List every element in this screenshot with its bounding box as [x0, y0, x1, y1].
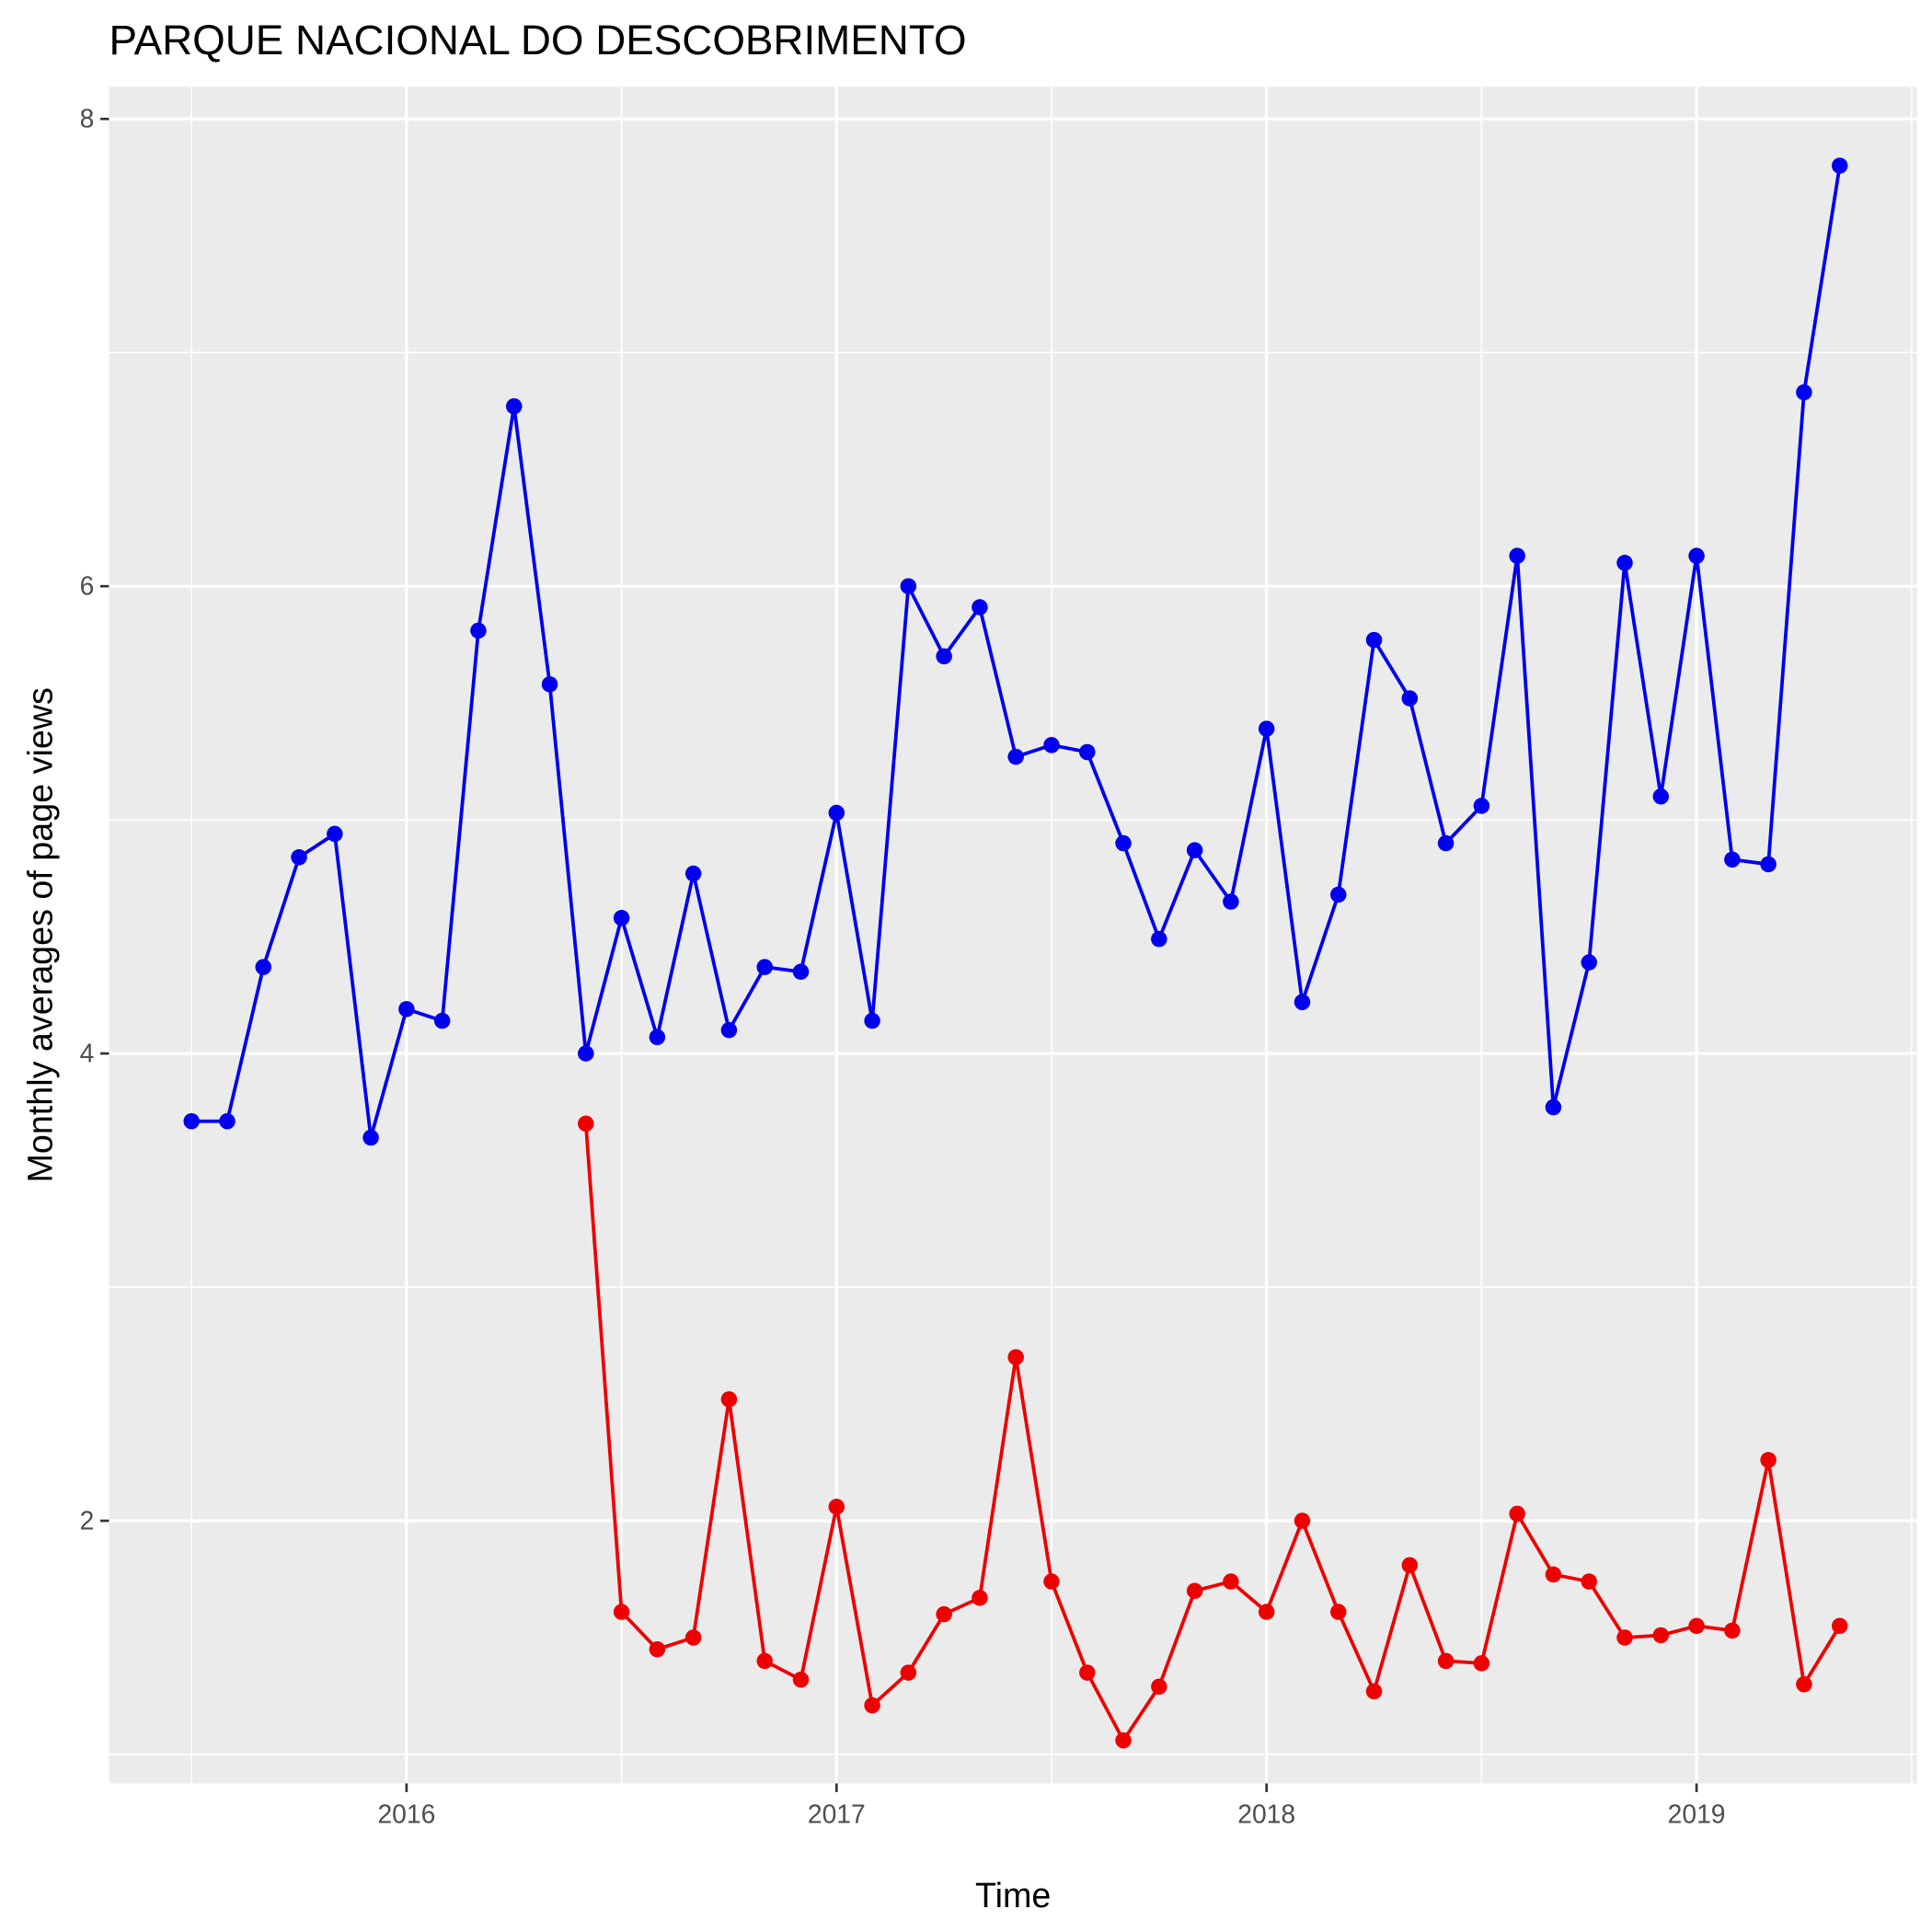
y-tick-label: 4 [80, 1039, 95, 1068]
data-point [756, 959, 773, 975]
data-point [1043, 1573, 1060, 1590]
data-point [684, 1629, 702, 1646]
data-point [1115, 834, 1132, 852]
data-point [1545, 1098, 1562, 1116]
data-point [828, 1499, 845, 1515]
data-point [255, 959, 272, 975]
data-point [1652, 1627, 1670, 1644]
data-point [649, 1029, 666, 1046]
data-point [864, 1012, 880, 1029]
data-point [1294, 1512, 1311, 1529]
data-point [1652, 788, 1670, 805]
data-point [1401, 690, 1419, 707]
data-point [578, 1115, 594, 1133]
chart-title: PARQUE NACIONAL DO DESCOBRIMENTO [109, 17, 966, 63]
data-point [291, 849, 307, 866]
plot-marks [183, 157, 1848, 1749]
panel-background [109, 86, 1917, 1784]
data-point [649, 1640, 666, 1658]
data-point [828, 804, 845, 822]
data-point [613, 1604, 630, 1620]
data-point [1329, 886, 1347, 903]
data-point [398, 1001, 415, 1018]
data-point [1258, 1604, 1275, 1620]
data-point [1151, 930, 1167, 948]
data-point [684, 865, 702, 882]
data-point [1796, 384, 1812, 401]
data-point [1473, 798, 1490, 814]
data-point [433, 1012, 451, 1029]
data-point [1688, 1617, 1705, 1635]
data-point [1616, 555, 1633, 571]
data-point [1796, 1676, 1812, 1693]
x-tick-label: 2016 [377, 1800, 435, 1829]
data-point [1294, 994, 1311, 1010]
data-point [613, 910, 630, 926]
data-point [470, 622, 487, 639]
data-point [1724, 851, 1741, 868]
data-point [1401, 1557, 1419, 1574]
data-point [578, 1045, 594, 1062]
data-point [1581, 954, 1597, 971]
data-point [900, 1664, 917, 1681]
data-point [1760, 1452, 1777, 1468]
data-point [1079, 1664, 1096, 1681]
data-point [936, 648, 952, 665]
data-point [183, 1112, 200, 1130]
data-point [1831, 157, 1848, 174]
data-point [219, 1112, 236, 1130]
data-point [541, 676, 558, 693]
data-point [1365, 631, 1383, 649]
data-point [864, 1696, 880, 1714]
data-point [936, 1605, 952, 1623]
data-point [1151, 1678, 1167, 1696]
grid [109, 86, 1917, 1784]
data-point [1760, 856, 1777, 873]
data-point [792, 1671, 810, 1688]
data-point [1186, 1582, 1203, 1599]
y-tick-label: 6 [80, 571, 95, 601]
data-point [900, 578, 917, 594]
x-tick-label: 2018 [1237, 1800, 1295, 1829]
data-point [1831, 1617, 1848, 1635]
x-tick-label: 2019 [1668, 1800, 1726, 1829]
data-point [1007, 748, 1024, 765]
data-point [720, 1021, 738, 1039]
data-point [792, 963, 810, 980]
data-point [1437, 1652, 1455, 1670]
x-tick-label: 2017 [808, 1800, 866, 1829]
data-point [1365, 1683, 1383, 1700]
data-point [1724, 1622, 1741, 1639]
data-point [1581, 1573, 1597, 1590]
data-point [1007, 1349, 1024, 1365]
data-point [972, 1590, 988, 1606]
data-point [1509, 547, 1525, 564]
x-axis-title: Time [975, 1876, 1051, 1915]
data-point [1258, 720, 1275, 737]
data-point [1223, 1573, 1239, 1590]
data-point [1079, 743, 1096, 761]
data-point [327, 825, 343, 843]
data-point [720, 1391, 738, 1408]
data-point [1616, 1629, 1633, 1646]
data-point [1329, 1604, 1347, 1620]
data-point [1473, 1655, 1490, 1672]
data-point [1223, 893, 1239, 910]
data-point [1688, 547, 1705, 564]
y-axis-title: Monthly averages of page views [21, 687, 60, 1182]
data-point [972, 599, 988, 615]
data-point [505, 397, 523, 415]
data-point [1437, 834, 1455, 852]
y-tick-label: 2 [80, 1505, 95, 1535]
data-point [1509, 1505, 1525, 1523]
data-point [362, 1129, 379, 1146]
y-tick-label: 8 [80, 104, 95, 133]
data-point [1545, 1566, 1562, 1583]
data-point [756, 1652, 773, 1670]
data-point [1186, 842, 1203, 858]
data-point [1043, 737, 1060, 753]
data-point [1115, 1731, 1132, 1749]
